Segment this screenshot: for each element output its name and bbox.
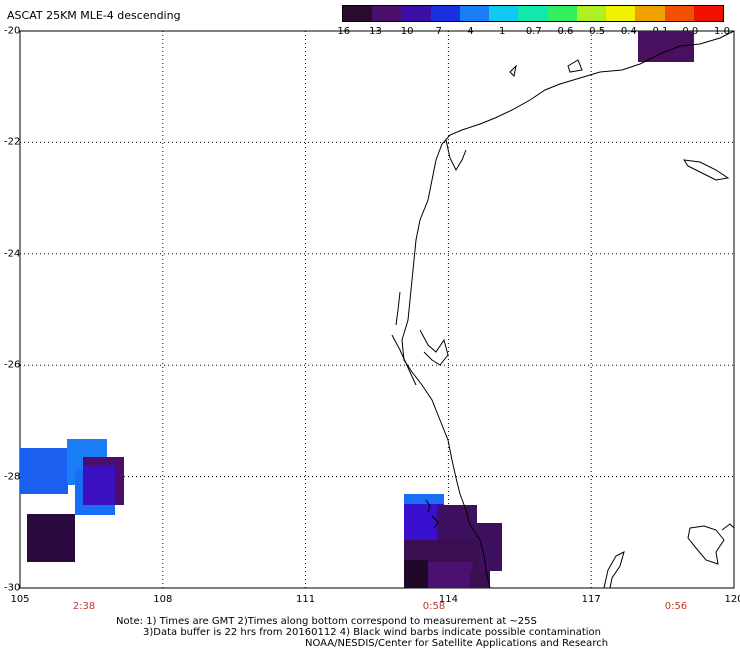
longitude-tick-label: 114 bbox=[438, 594, 458, 605]
map-title: ASCAT 25KM MLE-4 descending bbox=[7, 9, 181, 22]
colorbar-swatch bbox=[518, 6, 548, 21]
wind-swath-center bbox=[404, 494, 502, 588]
longitude-tick-label: 105 bbox=[10, 594, 30, 605]
colorbar-swatch bbox=[401, 6, 431, 21]
longitude-tick-label: 120 bbox=[724, 594, 740, 605]
longitude-tick-label: 111 bbox=[296, 594, 316, 605]
longitude-tick-label: 117 bbox=[581, 594, 601, 605]
note-line-1: Note: 1) Times are GMT 2)Times along bot… bbox=[116, 616, 537, 627]
colorbar-swatch bbox=[547, 6, 577, 21]
latitude-tick-label: -30 bbox=[4, 582, 21, 594]
colorbar-swatch bbox=[606, 6, 636, 21]
wind-swath-northeast bbox=[638, 31, 694, 62]
longitude-tick-label: 108 bbox=[153, 594, 173, 605]
colorbar-swatch bbox=[576, 6, 607, 21]
colorbar-swatch bbox=[635, 6, 665, 21]
grid bbox=[20, 31, 734, 588]
colorbar-swatch bbox=[430, 6, 460, 21]
coastline bbox=[391, 30, 735, 589]
colorbar-swatch bbox=[372, 6, 402, 21]
note-line-2: 3)Data buffer is 22 hrs from 20160112 4)… bbox=[143, 627, 601, 638]
latitude-tick-label: -20 bbox=[4, 25, 21, 37]
time-label-west: 2:38 bbox=[72, 601, 96, 612]
time-label-center: 0:58 bbox=[422, 601, 446, 612]
colorbar-swatch bbox=[343, 6, 373, 21]
latitude-tick-label: -26 bbox=[4, 359, 21, 371]
colorbar-swatch bbox=[489, 6, 519, 21]
time-label-east: 0:56 bbox=[664, 601, 688, 612]
latitude-tick-label: -22 bbox=[4, 136, 21, 148]
latitude-tick-label: -28 bbox=[4, 471, 21, 483]
latitude-tick-label: -24 bbox=[4, 248, 21, 260]
plot-frame bbox=[19, 30, 735, 589]
wind-swath-west bbox=[20, 439, 124, 562]
colorbar-swatch bbox=[459, 6, 490, 21]
note-line-3: NOAA/NESDIS/Center for Satellite Applica… bbox=[305, 638, 609, 649]
colorbar-swatch bbox=[664, 6, 694, 21]
colorbar-swatch bbox=[693, 6, 724, 21]
colorbar bbox=[342, 5, 724, 22]
